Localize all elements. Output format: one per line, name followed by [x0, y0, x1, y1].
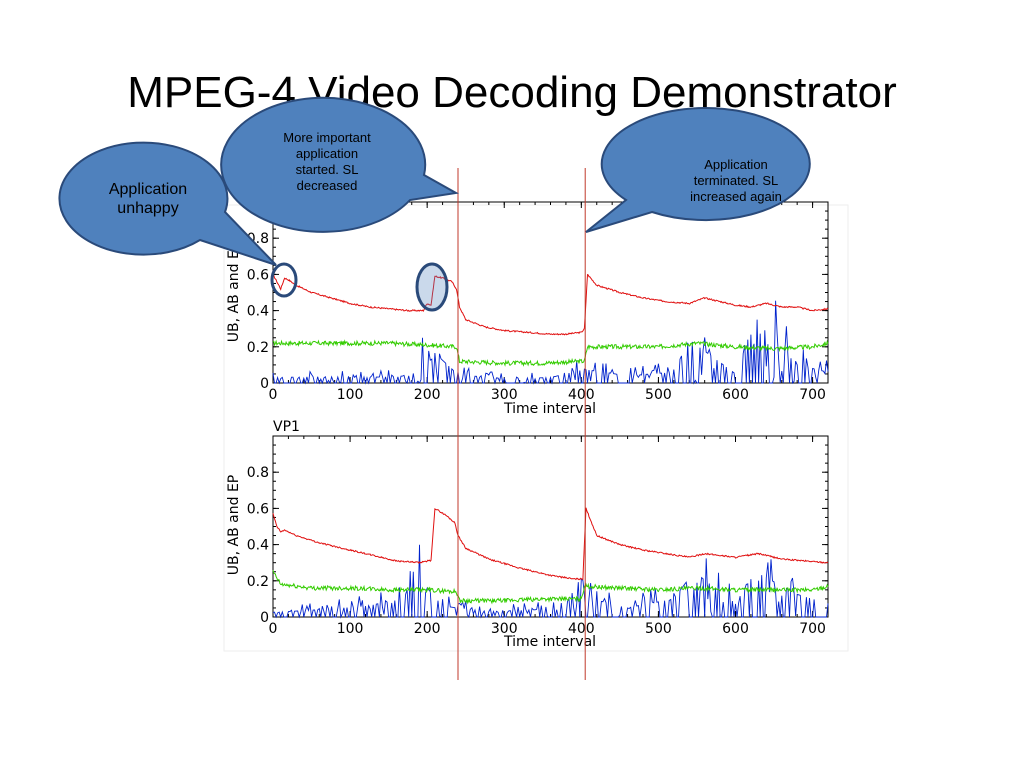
- callout-sl-decreased: More important application started. SL decr…: [220, 96, 460, 233]
- callout-bubble: [220, 96, 460, 233]
- x-tick-label: 100: [337, 387, 364, 403]
- callout-line: decreased: [297, 178, 358, 193]
- series-group: [272, 507, 829, 619]
- plot-bottom: VP1 0 100 200 300 400 500 600 70000.20.40.60.8 …: [226, 419, 829, 650]
- series-ab-line: [272, 339, 829, 367]
- x-tick-label: 700: [799, 621, 826, 637]
- series-ab-line: [272, 569, 829, 605]
- series-ub-line: [272, 507, 829, 581]
- callout-line: unhappy: [117, 200, 178, 217]
- callout-bubble: [585, 107, 811, 233]
- x-axis-label: Time interval: [503, 401, 596, 417]
- x-axis-label: Time interval: [503, 634, 596, 650]
- series-ub-line: [272, 273, 829, 336]
- y-axis-label: UB, AB and EP: [226, 242, 242, 342]
- x-tick-label: 400: [568, 387, 595, 403]
- callout-line: terminated. SL: [694, 173, 779, 188]
- y-tick-label: 0: [260, 376, 269, 392]
- x-tick-label: 200: [414, 387, 441, 403]
- x-tick-label: 0: [269, 621, 278, 637]
- callout-sl-increased: Application terminated. SL increased again: [585, 107, 811, 233]
- series-group: [272, 273, 829, 385]
- callout-line: application: [296, 146, 358, 161]
- callout-line: increased again: [690, 189, 782, 204]
- callout-bubble: [58, 141, 277, 266]
- callout-line: More important: [283, 130, 371, 145]
- series-ep-line: [272, 300, 829, 385]
- callout-line: Application: [704, 157, 768, 172]
- x-tick-label: 100: [337, 621, 364, 637]
- y-tick-label: 0.8: [247, 465, 269, 481]
- highlight-ellipse: [270, 262, 298, 298]
- y-tick-label: 0.6: [247, 501, 269, 517]
- callout-line: started. SL: [296, 162, 359, 177]
- figure-frame: [223, 204, 849, 652]
- series-ep-line: [272, 544, 829, 619]
- y-tick-label: 0.2: [247, 340, 269, 356]
- callout-text: Application terminated. SL increased again: [690, 157, 782, 204]
- x-tick-label: 600: [722, 621, 749, 637]
- y-tick-label: 0.2: [247, 574, 269, 590]
- y-tick-label: 0.4: [247, 304, 269, 320]
- callout-line: Application: [109, 181, 187, 198]
- x-tick-label: 0: [269, 387, 278, 403]
- x-tick-label: 400: [568, 621, 595, 637]
- x-tick-label: 600: [722, 387, 749, 403]
- callout-text: More important application started. SL decr…: [283, 130, 371, 193]
- highlight-ellipse: [415, 262, 449, 312]
- x-tick-label: 200: [414, 621, 441, 637]
- callout-text: Application unhappy: [109, 181, 187, 217]
- y-tick-label: 0.6: [247, 267, 269, 283]
- plot-title: VP1: [273, 419, 300, 435]
- x-tick-label: 500: [645, 621, 672, 637]
- y-tick-label: 0.4: [247, 538, 269, 554]
- ticks: 0 100 200 300 400 500 600 700 0 0.2 0.4 0.6 0.8: [247, 435, 829, 637]
- y-tick-label: 0: [260, 610, 269, 626]
- callout-application-unhappy: Application unhappy: [58, 141, 277, 266]
- slide-title: MPEG-4 Video Decoding Demonstrator: [127, 68, 897, 117]
- y-axis-label: UB, AB and EP: [226, 475, 242, 575]
- x-tick-label: 300: [491, 621, 518, 637]
- x-tick-label: 500: [645, 387, 672, 403]
- x-tick-label: 700: [799, 387, 826, 403]
- x-tick-label: 300: [491, 387, 518, 403]
